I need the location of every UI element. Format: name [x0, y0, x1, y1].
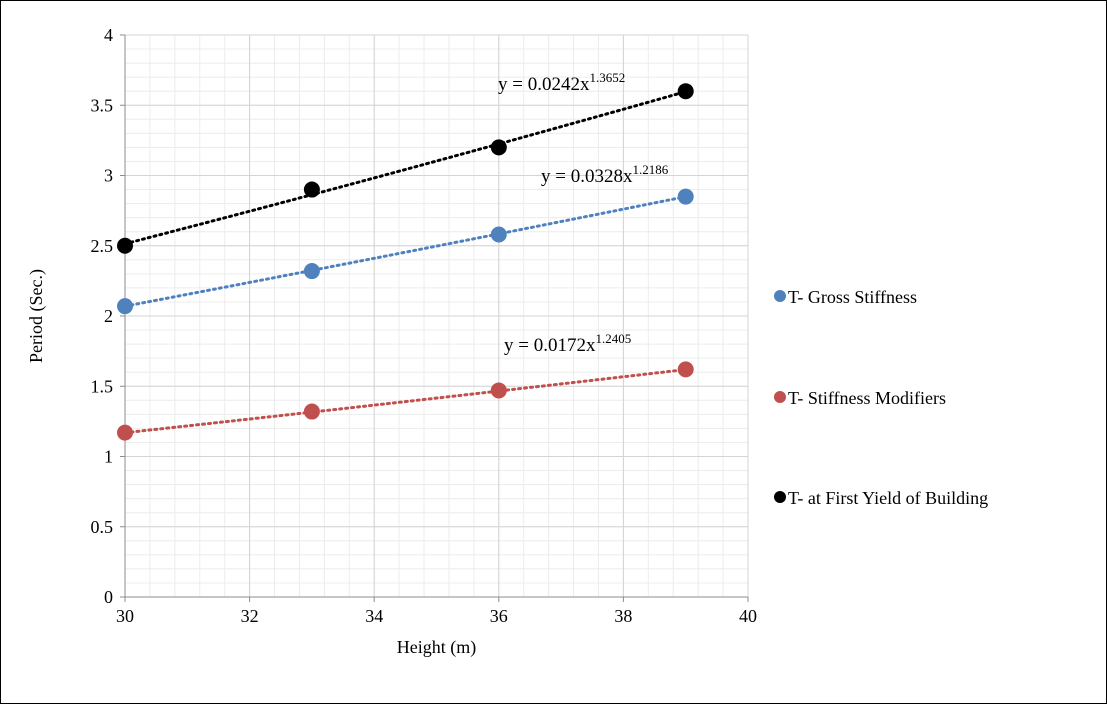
legend-label: T- Stiffness Modifiers: [788, 388, 946, 408]
y-tick-label: 0: [104, 587, 113, 607]
y-axis-title: Period (Sec.): [26, 269, 47, 363]
data-point: [677, 188, 694, 205]
data-point: [677, 361, 694, 378]
trendline-equation: y = 0.0328x1.2186: [541, 162, 669, 187]
x-tick-label: 30: [116, 606, 134, 626]
data-point: [490, 139, 507, 156]
x-tick-label: 38: [614, 606, 632, 626]
data-point: [490, 226, 507, 243]
legend: T- Gross Stiffness T- Stiffness Modifiers…: [774, 287, 988, 508]
trendline-equations: y = 0.0328x1.2186 y = 0.0172x1.2405 y = 0.…: [498, 70, 669, 356]
y-tick-label: 2.5: [91, 236, 114, 256]
y-tick-label: 1: [104, 447, 113, 467]
data-point: [117, 237, 133, 254]
trendline: [123, 368, 688, 435]
y-tick-label: 0.5: [91, 517, 114, 537]
trendline: [123, 195, 688, 308]
legend-marker: [774, 491, 786, 503]
y-tick-label: 3: [104, 166, 113, 186]
trendline: [123, 90, 688, 246]
x-axis-title: Height (m): [397, 637, 476, 658]
legend-label: T- at First Yield of Building: [788, 488, 988, 508]
trendlines: [123, 90, 688, 435]
x-tick-labels: 30 32 34 36 38 40: [116, 606, 757, 626]
data-point: [303, 263, 320, 280]
data-points: [117, 83, 694, 441]
y-tick-label: 4: [104, 25, 113, 45]
data-point: [303, 403, 320, 420]
data-point: [117, 298, 133, 315]
x-tick-label: 32: [241, 606, 259, 626]
y-tick-label: 3.5: [91, 95, 114, 115]
data-point: [303, 181, 320, 198]
axes: [120, 34, 749, 602]
y-tick-labels: 0 0.5 1 1.5 2 2.5 3 3.5 4: [91, 25, 114, 607]
y-tick-label: 1.5: [91, 376, 114, 396]
legend-marker: [774, 391, 786, 403]
data-point: [677, 83, 694, 100]
trendline-equation: y = 0.0172x1.2405: [504, 331, 631, 356]
x-tick-label: 36: [490, 606, 508, 626]
legend-marker: [774, 290, 786, 302]
data-point: [490, 382, 507, 399]
x-tick-label: 34: [365, 606, 383, 626]
legend-label: T- Gross Stiffness: [788, 287, 917, 307]
trendline-equation: y = 0.0242x1.3652: [498, 70, 625, 95]
x-tick-label: 40: [739, 606, 757, 626]
data-point: [117, 424, 133, 441]
y-tick-label: 2: [104, 306, 113, 326]
